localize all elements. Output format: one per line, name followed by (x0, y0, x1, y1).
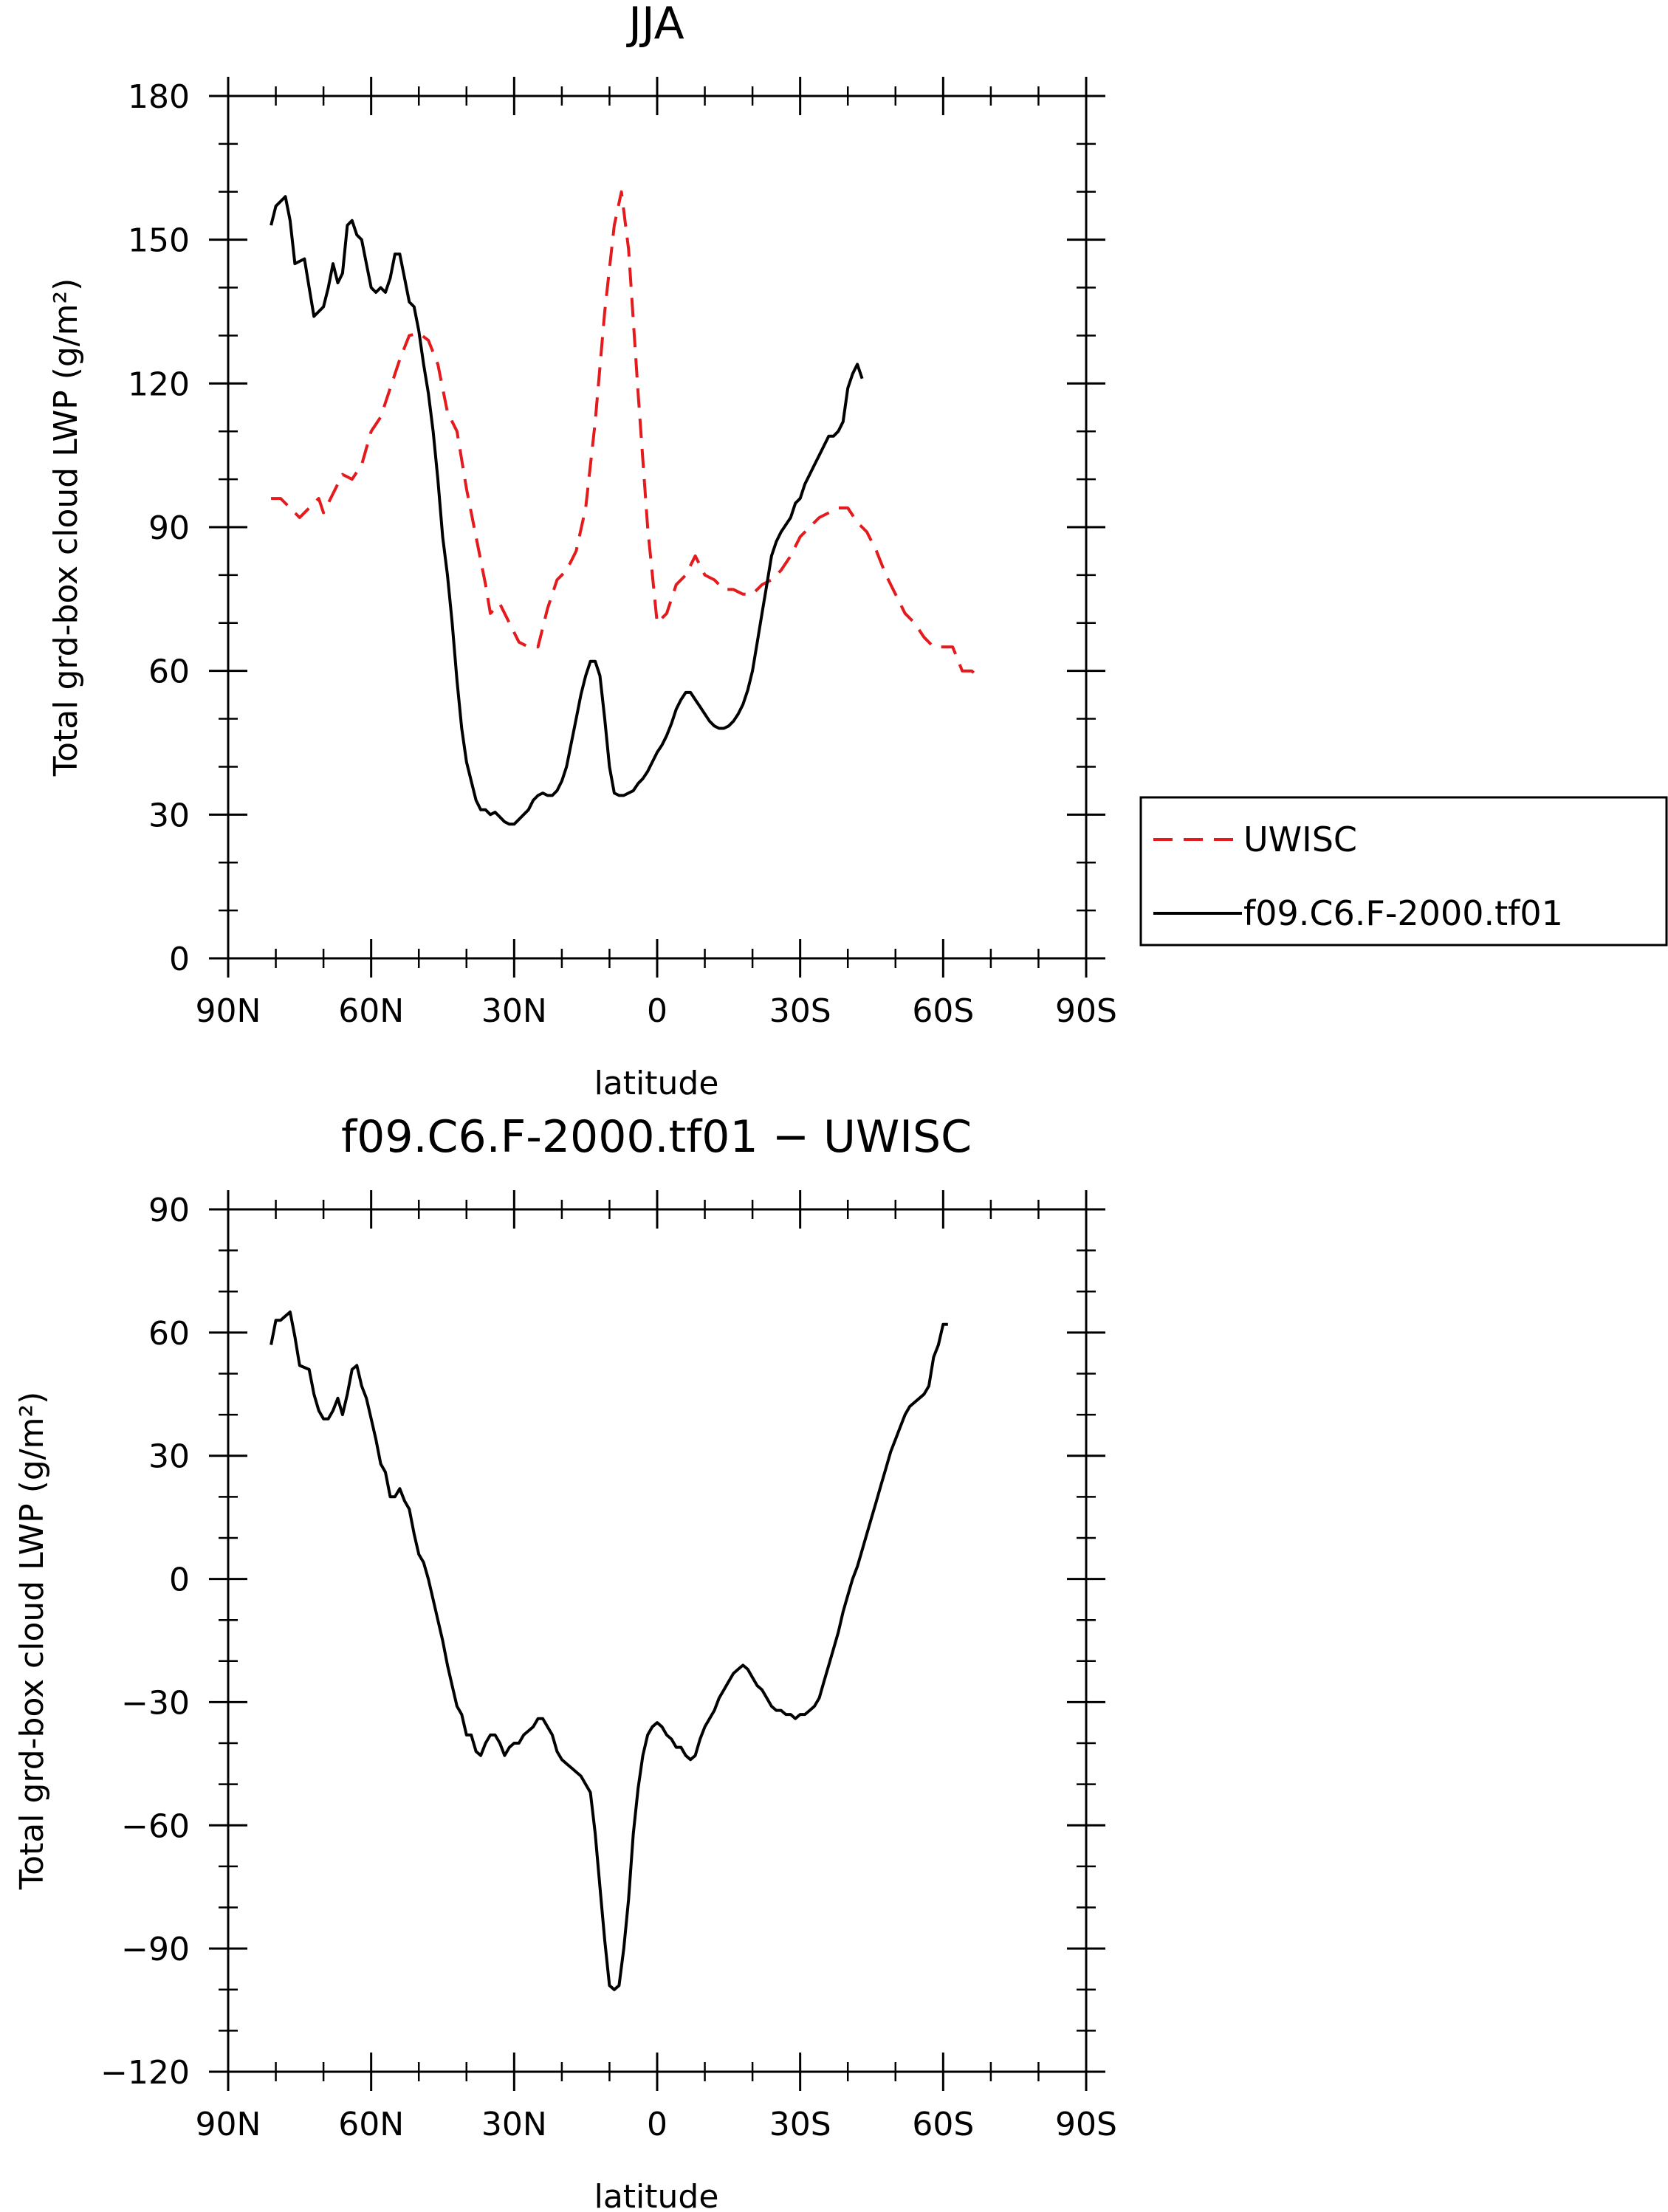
x-tick-label: 30S (769, 992, 831, 1030)
chart-title: JJA (625, 0, 684, 49)
y-tick-label: 0 (169, 1562, 190, 1599)
chart-top: JJA 0 30 60 90 120 150 180 90N 60N 30N 0 30S 60S 90S… (47, 0, 1117, 1102)
y-tick-label: 90 (148, 509, 190, 547)
y-tick-label: 90 (148, 1192, 190, 1229)
x-tick-label: 60S (912, 2106, 974, 2143)
x-axis-label: latitude (594, 2178, 719, 2212)
legend: UWISC f09.C6.F-2000.tf01 (1139, 796, 1668, 947)
axis-ticks (209, 1190, 1105, 2091)
x-tick-label: 30S (769, 2106, 831, 2143)
series-line-f09-c6-f-2000-tf01 (270, 195, 864, 826)
y-tick-label: −60 (121, 1807, 190, 1845)
x-tick-label: 0 (647, 2106, 667, 2143)
x-tick-label: 30N (481, 2106, 547, 2143)
y-tick-label: 150 (128, 222, 190, 260)
y-tick-label: 30 (148, 1438, 190, 1476)
x-tick-label: 60S (912, 992, 974, 1030)
y-axis-label: Total grd-box cloud LWP (g/m²) (13, 1392, 51, 1891)
y-tick-label: −90 (121, 1931, 190, 1968)
y-tick-labels: 0 30 60 90 120 150 180 (128, 78, 190, 978)
chart-title: f09.C6.F-2000.tf01 − UWISC (341, 1111, 972, 1163)
series-line-uwisc (271, 190, 983, 682)
y-tick-label: 30 (148, 797, 190, 834)
series-layer (270, 1311, 948, 1991)
x-tick-labels: 90N 60N 30N 0 30S 60S 90S (196, 992, 1117, 1030)
y-tick-label: 0 (169, 941, 190, 978)
y-tick-label: −30 (121, 1684, 190, 1722)
x-tick-label: 0 (647, 992, 667, 1030)
x-axis-label: latitude (594, 1065, 719, 1102)
y-tick-label: 60 (148, 653, 190, 691)
y-axis-label: Total grd-box cloud LWP (g/m²) (47, 278, 85, 777)
x-tick-label: 90N (196, 2106, 261, 2143)
legend-label-uwisc: UWISC (1243, 820, 1357, 859)
x-tick-label: 60N (338, 2106, 404, 2143)
x-tick-label: 90S (1055, 992, 1117, 1030)
x-tick-label: 90N (196, 992, 261, 1030)
x-tick-label: 60N (338, 992, 404, 1030)
x-tick-label: 90S (1055, 2106, 1117, 2143)
y-tick-label: 120 (128, 365, 190, 403)
x-tick-label: 30N (481, 992, 547, 1030)
x-tick-labels: 90N 60N 30N 0 30S 60S 90S (196, 2106, 1117, 2143)
y-tick-label: 180 (128, 78, 190, 116)
chart-bottom: f09.C6.F-2000.tf01 − UWISC −120 −90 −60 −30… (13, 1111, 1117, 2212)
series-line-difference (270, 1311, 948, 1991)
y-tick-labels: −120 −90 −60 −30 0 30 60 90 (100, 1192, 190, 2092)
y-tick-label: 60 (148, 1315, 190, 1353)
plot-frame (227, 1208, 1088, 2073)
axis-ticks (209, 77, 1105, 978)
legend-label-model: f09.C6.F-2000.tf01 (1243, 893, 1563, 933)
series-layer (270, 190, 983, 826)
y-tick-label: −120 (100, 2054, 190, 2092)
plot-frame (227, 95, 1088, 960)
legend-box (1139, 796, 1668, 947)
